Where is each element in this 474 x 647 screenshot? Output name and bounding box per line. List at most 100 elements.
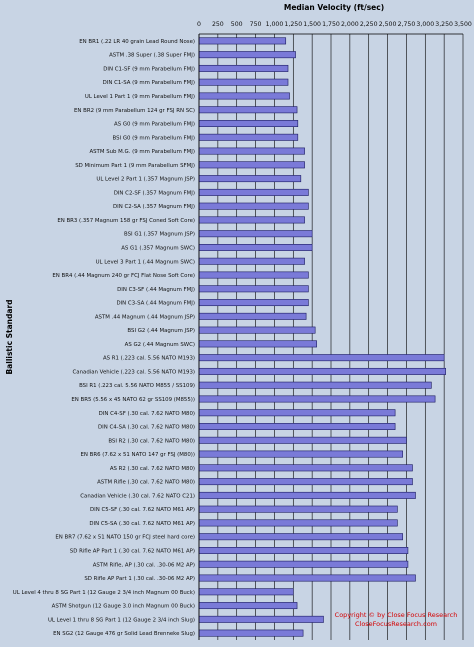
category-label: EN BR2 (9 mm Parabellum 124 gr FSJ RN SC… <box>74 108 195 114</box>
x-tick-label: 750 <box>250 21 262 28</box>
bar <box>198 533 403 541</box>
category-label: ASTM Shotgun (12 Gauge 3.0 inch Magnum 0… <box>52 604 195 610</box>
category-label: DIN C4-SF (.30 cal. 7.62 NATO M80) <box>99 411 195 417</box>
category-label: BSI G1 (.357 Magnum JSP) <box>124 232 195 238</box>
bar <box>198 106 298 114</box>
bar <box>198 560 409 568</box>
category-label: UL Level 1 Part 1 (9 mm Parabellum FMJ) <box>85 94 195 100</box>
category-label: BSI G2 (.44 Magnum JSP) <box>127 328 195 334</box>
bar <box>198 519 398 527</box>
x-tick-label: 3,250 <box>435 21 453 28</box>
x-tick-label: 2,000 <box>341 21 359 28</box>
category-label: ASTM Rifle (.30 cal. 7.62 NATO M80) <box>97 480 195 486</box>
bar <box>198 615 324 623</box>
bar <box>198 602 298 610</box>
bar <box>198 299 309 307</box>
bar <box>198 188 309 196</box>
category-label: DIN C1-SA (9 mm Parabellum FMJ) <box>103 80 195 86</box>
category-label: DIN C5-SA (.30 cal. 7.62 NATO M61 AP) <box>89 521 195 527</box>
bar <box>198 92 290 100</box>
category-label: ASTM .38 Super (.38 Super FMJ) <box>109 53 195 59</box>
bar <box>198 133 299 141</box>
category-label: UL Level 1 thru 8 SG Part 1 (12 Gauge 2 … <box>48 617 195 623</box>
category-label: AS R1 (.223 cal. 5.56 NATO M193) <box>103 356 195 362</box>
bar <box>198 326 316 334</box>
category-label: BSI R2 (.30 cal. 7.62 NATO M80) <box>108 438 195 444</box>
category-label: EN BR1 (.22 LR 40 grain Lead Round Nose) <box>79 39 195 45</box>
category-label: EN BR3 (.357 Magnum 158 gr FSJ Coned Sof… <box>57 218 195 224</box>
category-label: Canadian Vehicle (.30 cal. 7.62 NATO C21… <box>80 493 195 499</box>
category-label: UL Level 3 Part 1 (.44 Magnum SWC) <box>96 259 195 265</box>
bar <box>198 464 413 472</box>
x-tick-label: 3,500 <box>454 21 472 28</box>
category-label: SD Rifle AP Part 1 (.30 cal. 7.62 NATO M… <box>70 548 195 554</box>
bar <box>198 78 289 86</box>
bar <box>198 285 309 293</box>
bar <box>198 505 398 513</box>
x-tick-label: 500 <box>231 21 243 28</box>
x-tick-label: 1,000 <box>266 21 284 28</box>
x-tick-label: 2,750 <box>398 21 416 28</box>
bar <box>198 161 305 169</box>
category-label: BSI R1 (.223 cal. 5.56 NATO M855 / SS109… <box>79 383 195 389</box>
category-label: DIN C2-SF (.357 Magnum FMJ) <box>114 190 195 196</box>
bar <box>198 230 313 238</box>
category-label: EN BR6 (7.62 x 51 NATO 147 gr FSJ (M80)) <box>81 452 196 458</box>
category-label: SD Rifle AP Part 1 (.30 cal. .30-06 M2 A… <box>84 576 195 582</box>
category-label: AS R2 (.30 cal. 7.62 NATO M80) <box>110 466 195 472</box>
bar <box>198 547 409 554</box>
bar <box>198 395 436 403</box>
bar <box>198 120 299 127</box>
category-label: BSI G0 (9 mm Parabellum FMJ) <box>112 135 195 141</box>
bar <box>198 271 309 279</box>
bars <box>198 37 446 637</box>
chart-title: Median Velocity (ft/sec) <box>284 3 384 12</box>
copyright-line-2: CloseFocusResearch.com <box>355 620 437 628</box>
bar <box>198 423 396 430</box>
bar <box>198 381 432 389</box>
bar <box>198 216 305 224</box>
bar <box>198 409 396 417</box>
x-tick-label: 0 <box>197 21 201 28</box>
bar <box>198 574 416 582</box>
category-label: AS G1 (.357 Magnum SWC) <box>121 245 195 251</box>
bar <box>198 312 307 320</box>
category-label: DIN C2-SA (.357 Magnum FMJ) <box>113 204 195 210</box>
x-tick-label: 250 <box>212 21 224 28</box>
category-label: AS G0 (9 mm Parabellum FMJ) <box>114 122 195 128</box>
bar <box>198 202 309 210</box>
category-label: EN BR7 (7.62 x 51 NATO 150 gr FCJ steel … <box>55 535 195 541</box>
bar <box>198 436 407 444</box>
bar <box>198 244 313 251</box>
category-label: EN BR5 (5.56 x 45 NATO 62 gr SS109 (M855… <box>71 397 195 403</box>
x-tick-label: 3,000 <box>416 21 434 28</box>
category-label: AS G2 (.44 Magnum SWC) <box>125 342 195 348</box>
category-label: DIN C4-SA (.30 cal. 7.62 NATO M80) <box>98 425 195 431</box>
bar <box>198 450 403 458</box>
bar <box>198 175 302 183</box>
category-label: Canadian Vehicle (.223 cal. 5.56 NATO M1… <box>73 369 195 375</box>
category-label: EN SG2 (12 Gauge 476 gr Solid Lead Brenn… <box>53 631 195 637</box>
bar <box>198 588 294 596</box>
bar <box>198 257 305 265</box>
category-label: DIN C3-SF (.44 Magnum FMJ) <box>117 287 195 293</box>
bar <box>198 354 445 362</box>
category-label: ASTM Sub M.G. (9 mm Parabellum FMJ) <box>89 149 195 155</box>
bar <box>198 51 296 59</box>
bar <box>198 491 416 499</box>
bar <box>198 64 289 72</box>
x-axis-ticks: 0 250 500 750 1,000 1,250 1,500 1,750 2,000 2,250… <box>197 21 472 28</box>
bar <box>198 37 287 45</box>
category-label: ASTM Rifle, AP (.30 cal. .30-06 M2 AP) <box>93 562 195 568</box>
copyright-line-1: Copyright © by Close Focus Research <box>335 611 458 619</box>
bar <box>198 340 317 348</box>
y-axis-title: Ballistic Standard <box>5 299 14 374</box>
x-tick-label: 1,750 <box>322 21 340 28</box>
category-label: UL Level 2 Part 1 (.357 Magnum JSP) <box>96 177 195 183</box>
x-tick-label: 1,250 <box>284 21 302 28</box>
bar <box>198 147 305 155</box>
category-label: DIN C1-SF (9 mm Parabellum FMJ) <box>103 66 195 72</box>
x-tick-label: 2,250 <box>360 21 378 28</box>
bar <box>198 367 446 375</box>
